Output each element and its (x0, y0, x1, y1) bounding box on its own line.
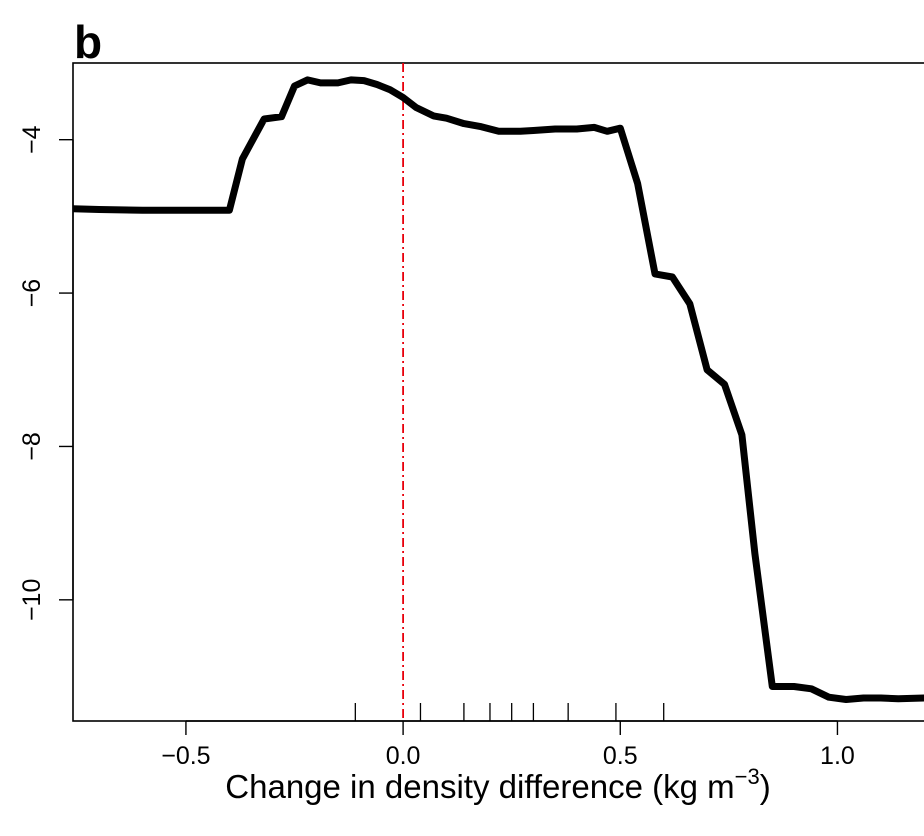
x-axis-title-text: Change in density difference (kg m (225, 768, 734, 805)
y-tick-label-3: −10 (18, 579, 46, 621)
y-tick-label-0: −4 (18, 125, 46, 154)
rug-layer (354, 703, 665, 721)
x-axis-title: Change in density difference (kg m−3) (225, 764, 770, 805)
series-line-0 (72, 76, 924, 703)
x-tick-label-2: 0.5 (603, 742, 638, 770)
series-layer (72, 76, 924, 703)
plot-frame (72, 62, 924, 722)
y-axis: −4 −6 −8 −10 (18, 125, 74, 621)
x-axis-title-close: ) (760, 768, 771, 805)
y-tick-label-1: −6 (18, 279, 46, 308)
x-tick-label-0: −0.5 (161, 742, 210, 770)
x-axis: −0.5 0.0 0.5 1.0 (161, 720, 855, 770)
panel-label: b (74, 16, 102, 68)
y-tick-label-2: −8 (18, 432, 46, 461)
x-axis-title-exponent: −3 (735, 764, 760, 789)
x-tick-label-1: 0.0 (386, 742, 421, 770)
x-tick-label-3: 1.0 (820, 742, 855, 770)
